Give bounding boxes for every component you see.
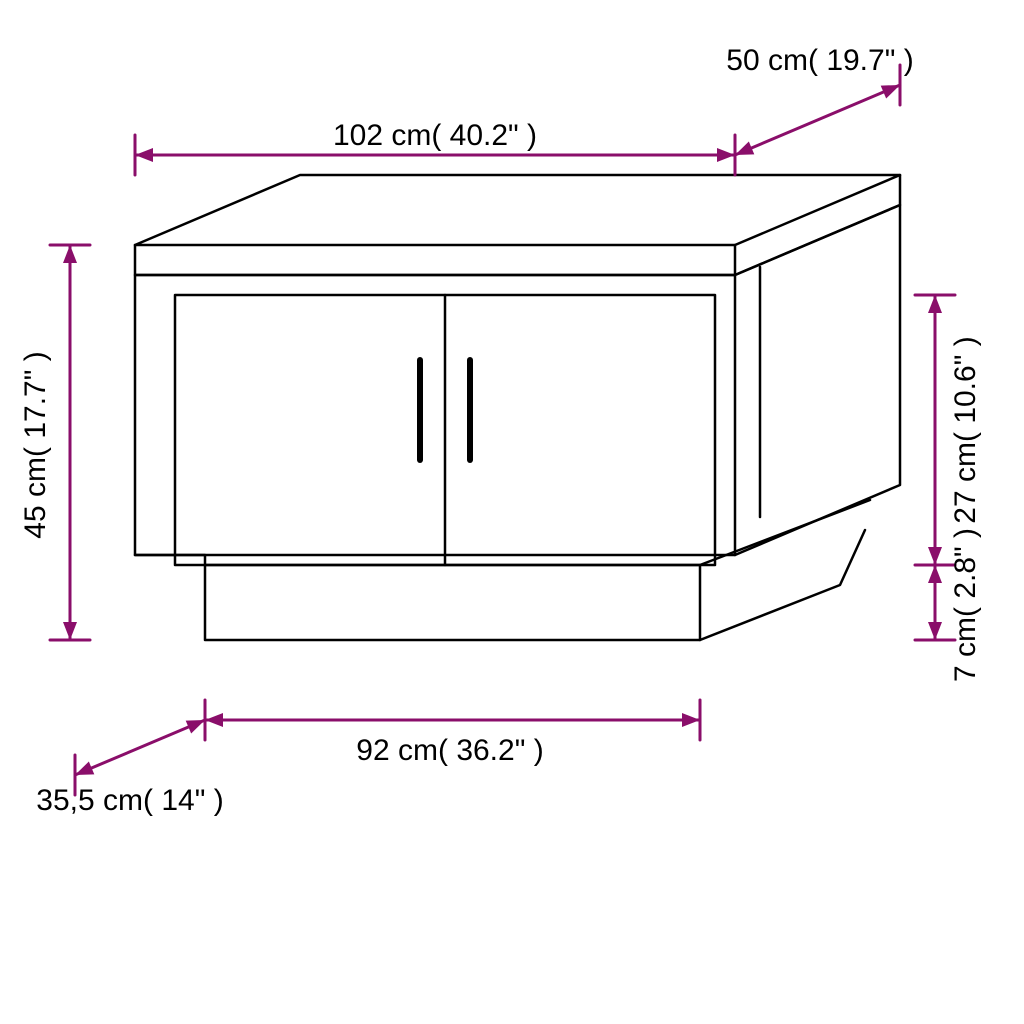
dim-label-door_height: 27 cm( 10.6" )	[949, 336, 982, 523]
dimension-base_width: 92 cm( 36.2" )	[205, 700, 700, 767]
dim-label-depth_top: 50 cm( 19.7" )	[726, 44, 913, 77]
dimension-door_height: 27 cm( 10.6" )	[915, 295, 982, 565]
dimension-base_height: 7 cm( 2.8" )	[915, 528, 982, 682]
dim-label-base_depth: 35,5 cm( 14" )	[36, 784, 223, 817]
dim-label-base_width: 92 cm( 36.2" )	[356, 734, 543, 767]
dim-label-width_top: 102 cm( 40.2" )	[333, 119, 537, 152]
dimension-width_top: 102 cm( 40.2" )	[135, 119, 735, 175]
dimension-height_left: 45 cm( 17.7" )	[19, 245, 90, 640]
dim-label-base_height: 7 cm( 2.8" )	[949, 528, 982, 682]
dim-label-height_left: 45 cm( 17.7" )	[19, 351, 52, 538]
dimension-base_depth: 35,5 cm( 14" )	[36, 755, 223, 817]
